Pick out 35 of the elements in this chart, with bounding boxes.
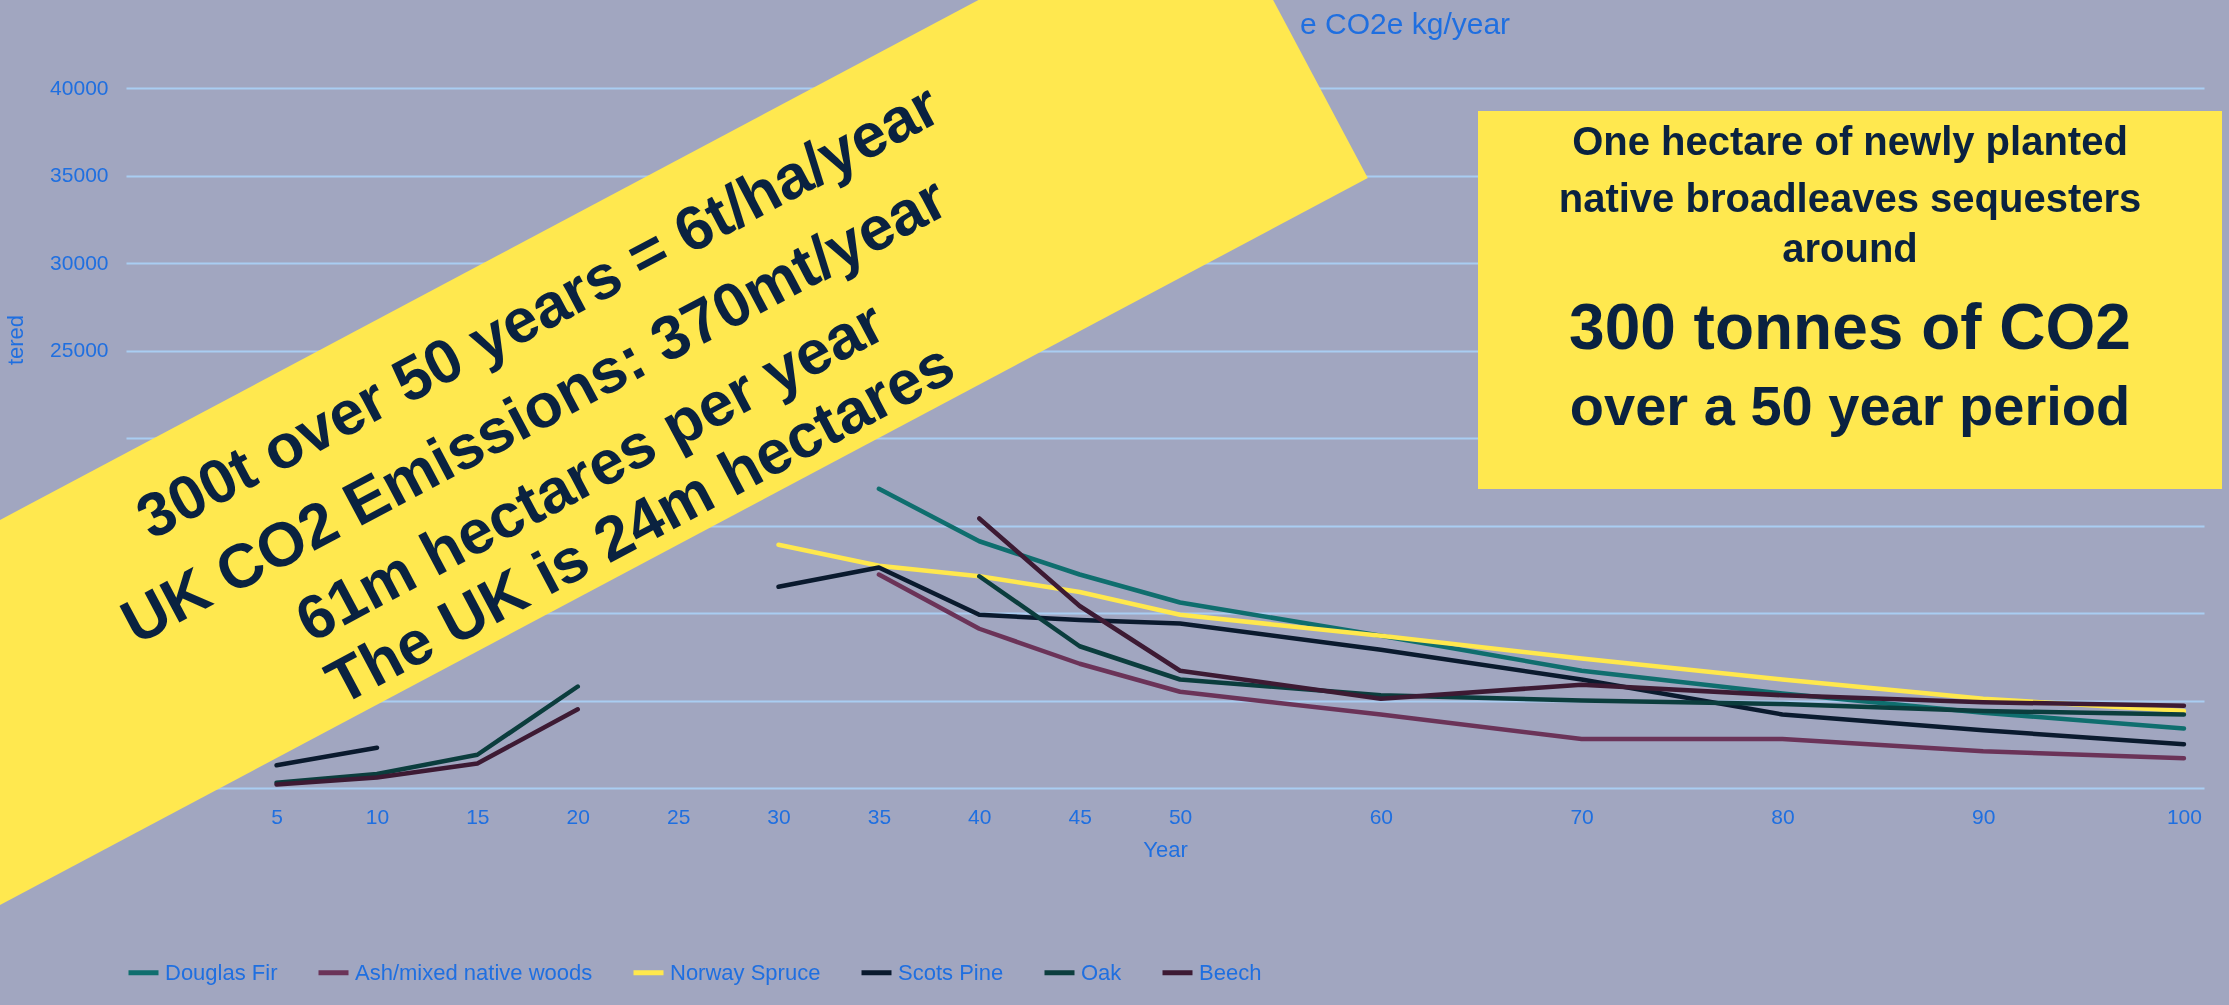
- x-tick-label: 80: [1771, 804, 1795, 828]
- chart-title: e CO2e kg/year: [1300, 7, 1511, 40]
- legend-label: Oak: [1081, 959, 1123, 985]
- x-tick-label: 5: [271, 804, 283, 828]
- y-tick-label: 25000: [50, 338, 109, 361]
- line-series: [776, 542, 2187, 714]
- x-tick-label: 90: [1971, 804, 1996, 828]
- x-tick-label: 70: [1570, 804, 1594, 828]
- y-tick-label: 35000: [50, 163, 109, 186]
- annotation: One hectare of newly planted: [1572, 119, 2128, 163]
- legend-label: Norway Spruce: [670, 959, 821, 985]
- x-tick-label: 35: [867, 804, 892, 828]
- x-tick-label: 25: [666, 804, 691, 828]
- annotation: over a 50 year period: [1569, 374, 2131, 437]
- legend-label: Douglas Fir: [165, 959, 278, 985]
- legend-label: Scots Pine: [898, 959, 1004, 985]
- x-tick-label: 60: [1369, 804, 1394, 828]
- x-axis-title: Year: [1143, 836, 1188, 862]
- x-tick-label: 30: [767, 804, 791, 828]
- x-tick-label: 20: [566, 804, 590, 828]
- line-series: [876, 572, 2187, 761]
- x-tick-label: 15: [466, 804, 490, 828]
- annotation: 300 tonnes of CO2: [1569, 291, 2131, 363]
- y-tick-label: 30000: [50, 250, 109, 274]
- y-axis-title: tered: [3, 314, 28, 366]
- x-tick-label: 45: [1068, 804, 1092, 828]
- y-tick-label: 40000: [50, 75, 109, 99]
- x-tick-label: 50: [1168, 804, 1193, 828]
- legend-label: Ash/mixed native woods: [355, 959, 593, 985]
- x-tick-label: 100: [2166, 804, 2202, 828]
- x-tick-label: 10: [365, 804, 390, 828]
- annotation: native broadleaves sequesters: [1558, 176, 2142, 220]
- annotation: around: [1782, 226, 1918, 270]
- legend-label: Beech: [1199, 959, 1262, 985]
- x-tick-label: 40: [968, 804, 992, 828]
